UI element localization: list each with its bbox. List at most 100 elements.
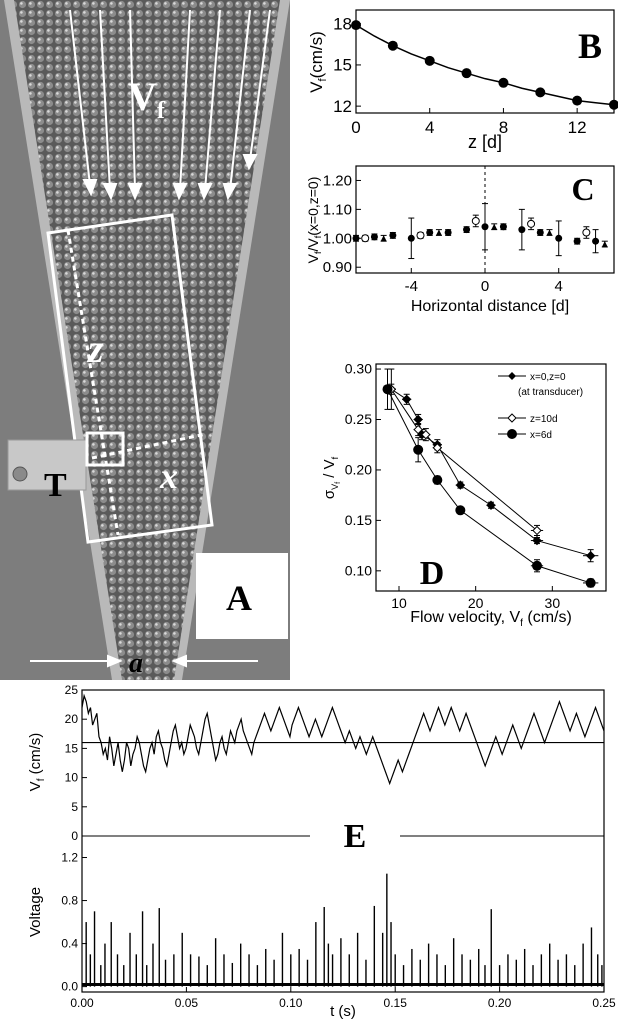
chart-d-point <box>432 475 443 486</box>
chart-c-point <box>361 234 370 243</box>
chart-d-point <box>382 384 393 395</box>
chart-b-xlabel: z [d] <box>468 132 502 152</box>
x-axis-dashed <box>91 432 207 460</box>
chart-b-letter: B <box>578 26 602 66</box>
chart-c-point <box>352 234 360 242</box>
chart-c-point <box>444 229 452 237</box>
chart-b-xtick-label: 12 <box>568 118 587 137</box>
chart-c-ytick-label: 1.10 <box>323 201 352 218</box>
chart-d-point <box>413 414 423 425</box>
chart-d-ytick-label: 0.20 <box>345 462 372 478</box>
chart-e-bottom-xtick-label: 0.20 <box>488 996 512 1010</box>
chart-c-ytick-label: 1.20 <box>323 172 352 189</box>
chart-d-xlabel: Flow velocity, Vf (cm/s) <box>410 609 572 629</box>
chart-d-ytick-label: 0.30 <box>345 361 372 377</box>
chart-c-point <box>481 223 489 231</box>
chart-c-point <box>380 235 387 242</box>
chart-c-ytick-label: 0.90 <box>323 259 352 276</box>
chart-b-ytick-label: 18 <box>333 14 352 33</box>
chart-c: -4 0 4 0.90 1.00 1.10 1.20 Horizontal distance… <box>305 165 615 315</box>
chart-d-point <box>455 480 466 490</box>
chart-d-point <box>413 444 424 455</box>
chart-d-point <box>413 424 423 435</box>
chart-d-ytick-label: 0.10 <box>345 562 372 578</box>
chart-e-top-ylabel: Vf (cm/s) <box>27 733 47 792</box>
chart-d-xtick-label: 30 <box>545 595 561 611</box>
chart-c-point <box>546 229 553 236</box>
chart-e-bottom-ytick-label: 0.0 <box>61 980 78 994</box>
chart-d-point <box>486 500 496 510</box>
chart-b-ytick-label: 15 <box>333 56 352 75</box>
chart-e-top-ytick-label: 10 <box>65 771 79 785</box>
chart-b-fit-curve <box>355 24 615 106</box>
chart-c-point <box>370 233 378 241</box>
chart-b-point <box>461 68 472 79</box>
chart-c-point <box>499 223 507 231</box>
chart-d-ylabel: σVf / Vf <box>321 456 342 499</box>
chart-c-point <box>555 234 563 242</box>
legend-note-0: (at transducer) <box>518 387 583 398</box>
chart-e-frame <box>81 689 605 993</box>
chart-c-point <box>416 231 425 240</box>
chart-c-point <box>426 229 434 237</box>
chart-d-letter: D <box>420 555 445 592</box>
chart-c-point <box>527 219 536 228</box>
chart-c-point <box>463 226 471 234</box>
chart-b-point <box>535 87 546 98</box>
chart-d-point <box>421 429 431 440</box>
panel-a-letter: A <box>226 578 252 618</box>
chart-e: 0 5 10 15 20 25 0.00 0.05 0.10 0.15 0.20 0.25 0.0 0.4… <box>27 683 616 1020</box>
chart-d-point <box>401 394 412 405</box>
flow-arrows <box>69 9 271 201</box>
transducer-mount <box>7 439 87 491</box>
chart-b-point <box>609 99 618 110</box>
chart-c-point <box>518 226 526 234</box>
legend-label-1: z=10d <box>530 414 558 425</box>
chart-e-bottom-xtick-label: 0.25 <box>592 996 616 1010</box>
chart-d-frame <box>375 363 607 592</box>
chart-e-bottom-xtick-label: 0.00 <box>70 996 94 1010</box>
chart-d-point <box>455 505 466 516</box>
chart-c-point <box>491 223 498 230</box>
chart-c-xtick-label: 0 <box>481 278 489 295</box>
chart-b-point <box>387 40 398 51</box>
chart-e-top-ytick-label: 15 <box>65 741 79 755</box>
chart-e-bottom-ytick-label: 0.8 <box>61 894 78 908</box>
chart-d-xtick-label: 20 <box>468 595 484 611</box>
chart-c-ylabel: Vf/Vf(x=0,z=0) <box>305 177 323 264</box>
measurement-box <box>46 213 214 544</box>
chart-c-point <box>573 237 581 245</box>
chart-b-point <box>351 20 361 31</box>
chart-b-point <box>498 77 509 88</box>
chart-e-bottom-ytick-label: 0.4 <box>61 937 78 951</box>
chart-b-xtick-label: 8 <box>499 118 508 137</box>
chart-e-letter: E <box>344 818 367 855</box>
chart-b-frame <box>355 9 615 114</box>
z-axis-dashed <box>66 229 120 536</box>
chart-c-point <box>601 241 608 248</box>
width-label: a <box>129 648 143 679</box>
chart-d-xtick-label: 10 <box>391 595 407 611</box>
chart-e-xlabel: t (s) <box>330 1003 356 1020</box>
chart-c-point <box>536 229 544 237</box>
chart-e-top-ytick-label: 20 <box>65 712 79 726</box>
chart-e-velocity-trace <box>81 693 605 786</box>
chart-e-top-ytick-label: 25 <box>65 683 79 697</box>
photo-panel-a: Vf z x T A a <box>0 0 290 680</box>
chart-c-point <box>435 229 442 236</box>
chart-e-bottom-ylabel: Voltage <box>27 887 44 937</box>
chart-b-ytick-label: 12 <box>333 97 352 116</box>
chart-c-point <box>592 237 600 245</box>
chart-d-point <box>532 535 542 546</box>
chart-d-point <box>585 577 596 588</box>
chart-b-xtick-label: 0 <box>351 118 360 137</box>
panel-a-label-box <box>196 553 288 639</box>
chart-e-bottom-ytick-label: 1.2 <box>61 851 78 865</box>
chart-d: 10 20 30 0.10 0.15 0.20 0.25 0.30 x=0,z=0 (at t… <box>321 361 607 629</box>
width-arrows <box>30 654 258 668</box>
chart-e-bottom-xtick-label: 0.05 <box>175 996 199 1010</box>
chart-e-bottom-xtick-label: 0.15 <box>384 996 408 1010</box>
chart-c-ytick-label: 1.00 <box>323 230 352 247</box>
legend-label-2: x=6d <box>530 430 552 441</box>
z-label: z <box>86 326 104 371</box>
